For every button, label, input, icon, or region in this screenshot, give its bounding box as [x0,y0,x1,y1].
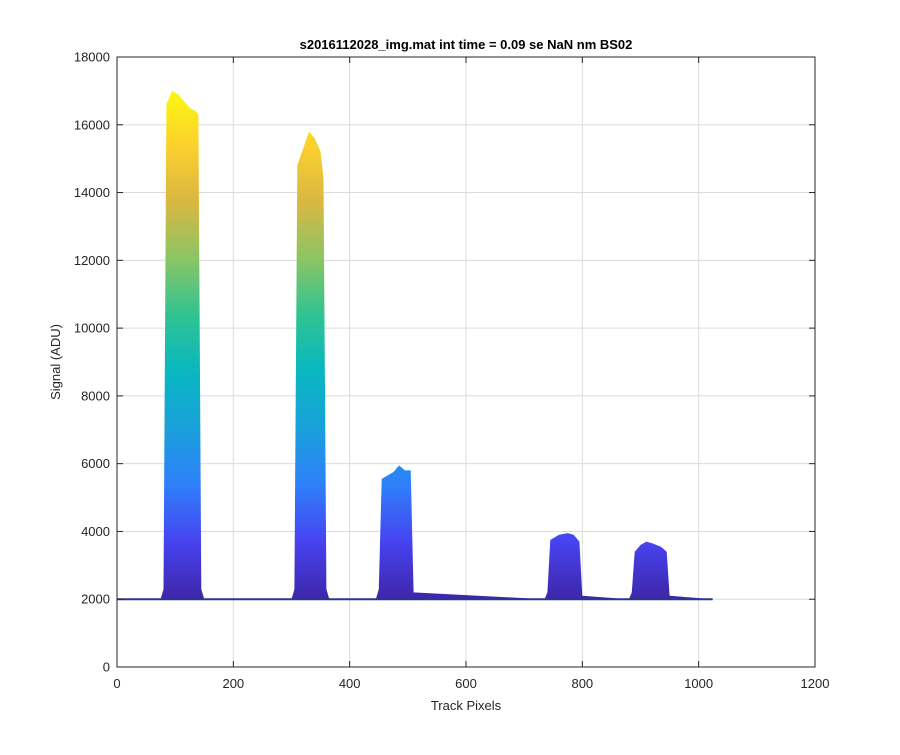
x-tick-label: 400 [339,676,361,691]
y-tick-label: 6000 [81,456,110,471]
y-tick-label: 4000 [81,524,110,539]
x-tick-label: 1000 [684,676,713,691]
y-tick-label: 10000 [74,321,110,336]
y-tick-label: 0 [103,660,110,675]
y-tick-label: 2000 [81,592,110,607]
y-tick-label: 12000 [74,253,110,268]
series-layer [117,90,713,601]
x-axis: 0 200 400 600 800 1000 1200 [113,57,829,691]
x-tick-label: 200 [222,676,244,691]
y-axis-label: Signal (ADU) [48,324,63,400]
x-tick-label: 600 [455,676,477,691]
x-tick-label: 1200 [801,676,830,691]
y-tick-label: 14000 [74,185,110,200]
grid [117,57,815,667]
x-tick-label: 0 [113,676,120,691]
y-tick-label: 16000 [74,117,110,132]
y-axis: 0 2000 4000 6000 8000 10000 12000 14000 16000 180… [74,50,815,675]
y-tick-label: 8000 [81,388,110,403]
series-area [117,90,713,600]
x-axis-label: Track Pixels [431,698,502,713]
y-tick-label: 18000 [74,50,110,65]
chart-title: s2016112028_img.mat int time = 0.09 se N… [300,37,633,52]
x-tick-label: 800 [571,676,593,691]
